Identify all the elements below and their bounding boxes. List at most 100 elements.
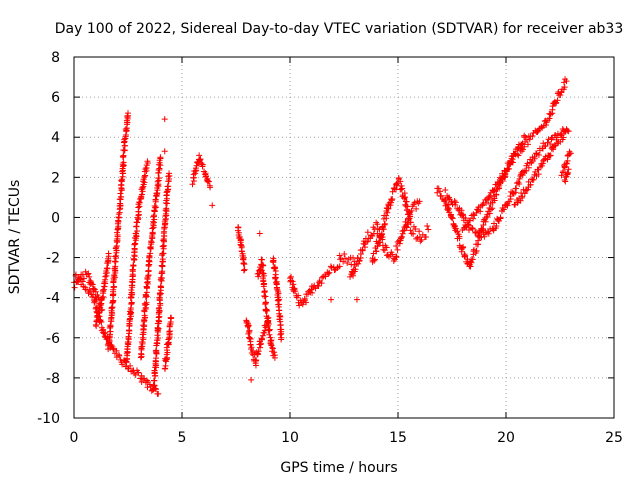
data-point <box>416 228 423 235</box>
data-point <box>199 163 206 170</box>
data-point <box>319 274 326 281</box>
data-point <box>124 345 131 352</box>
data-point <box>522 134 529 141</box>
data-point <box>159 243 166 250</box>
data-point <box>296 302 303 309</box>
data-point <box>141 179 148 186</box>
data-point <box>355 260 362 267</box>
data-point <box>147 243 154 250</box>
data-point <box>154 325 161 332</box>
data-point <box>487 206 494 213</box>
data-point <box>96 305 103 312</box>
data-point <box>558 172 565 179</box>
data-point <box>542 142 549 149</box>
data-point <box>565 166 572 173</box>
data-point <box>269 345 276 352</box>
data-point <box>147 250 154 257</box>
data-point <box>139 376 146 383</box>
data-point <box>207 184 214 191</box>
data-point <box>529 132 536 139</box>
data-point <box>469 256 476 263</box>
data-point <box>417 238 424 245</box>
data-point <box>119 361 126 368</box>
data-point <box>153 204 160 211</box>
data-point <box>547 110 554 117</box>
data-point <box>101 330 108 337</box>
data-point <box>141 308 148 315</box>
data-point <box>328 296 335 303</box>
data-point <box>397 178 404 185</box>
data-point <box>524 186 531 193</box>
data-point <box>546 152 553 159</box>
data-point <box>448 214 455 221</box>
data-point <box>164 349 171 356</box>
data-point <box>89 281 96 288</box>
data-point <box>161 116 168 123</box>
data-point <box>493 191 500 198</box>
x-tick-label: 15 <box>389 430 407 446</box>
data-point <box>438 192 445 199</box>
data-point <box>493 222 500 229</box>
data-point <box>519 193 526 200</box>
data-point <box>106 334 113 341</box>
data-point <box>138 379 145 386</box>
data-point <box>95 309 102 316</box>
data-point <box>481 233 488 240</box>
data-point <box>255 273 262 280</box>
data-point <box>373 219 380 226</box>
data-point <box>148 239 155 246</box>
data-point <box>475 232 482 239</box>
data-point <box>309 289 316 296</box>
data-point <box>512 151 519 158</box>
data-point <box>190 174 197 181</box>
data-point <box>85 270 92 277</box>
data-point <box>253 357 260 364</box>
data-point <box>461 224 468 231</box>
data-point <box>240 260 247 267</box>
data-point <box>352 266 359 273</box>
data-point <box>261 287 268 294</box>
x-tick-label: 25 <box>605 430 623 446</box>
data-point <box>398 182 405 189</box>
data-point <box>396 240 403 247</box>
data-point <box>378 231 385 238</box>
data-point <box>205 178 212 185</box>
data-point <box>550 146 557 153</box>
data-point <box>138 372 145 379</box>
data-point <box>534 129 541 136</box>
data-point <box>413 205 420 212</box>
data-point <box>88 280 95 287</box>
data-point <box>150 377 157 384</box>
data-point <box>157 290 164 297</box>
data-point <box>461 251 468 258</box>
data-point <box>189 181 196 188</box>
data-point <box>394 179 401 186</box>
data-point <box>412 225 419 232</box>
data-point <box>515 152 522 159</box>
data-point <box>315 282 322 289</box>
data-point <box>261 289 268 296</box>
data-point <box>241 261 248 268</box>
data-point <box>465 221 472 228</box>
data-point <box>547 152 554 159</box>
data-point <box>152 197 159 204</box>
data-point <box>262 293 269 300</box>
data-point <box>257 341 264 348</box>
data-point <box>449 201 456 208</box>
data-point <box>92 288 99 295</box>
data-point <box>482 218 489 225</box>
data-point <box>489 205 496 212</box>
plot-frame <box>73 56 615 419</box>
data-point <box>357 251 364 258</box>
data-point <box>535 152 542 159</box>
data-point <box>485 230 492 237</box>
data-point <box>156 304 163 311</box>
data-point <box>110 298 117 305</box>
data-point <box>460 244 467 251</box>
data-point <box>425 226 432 233</box>
data-point <box>116 352 123 359</box>
data-point <box>164 183 171 190</box>
y-tick-label: -4 <box>46 291 60 307</box>
data-point <box>397 237 404 244</box>
